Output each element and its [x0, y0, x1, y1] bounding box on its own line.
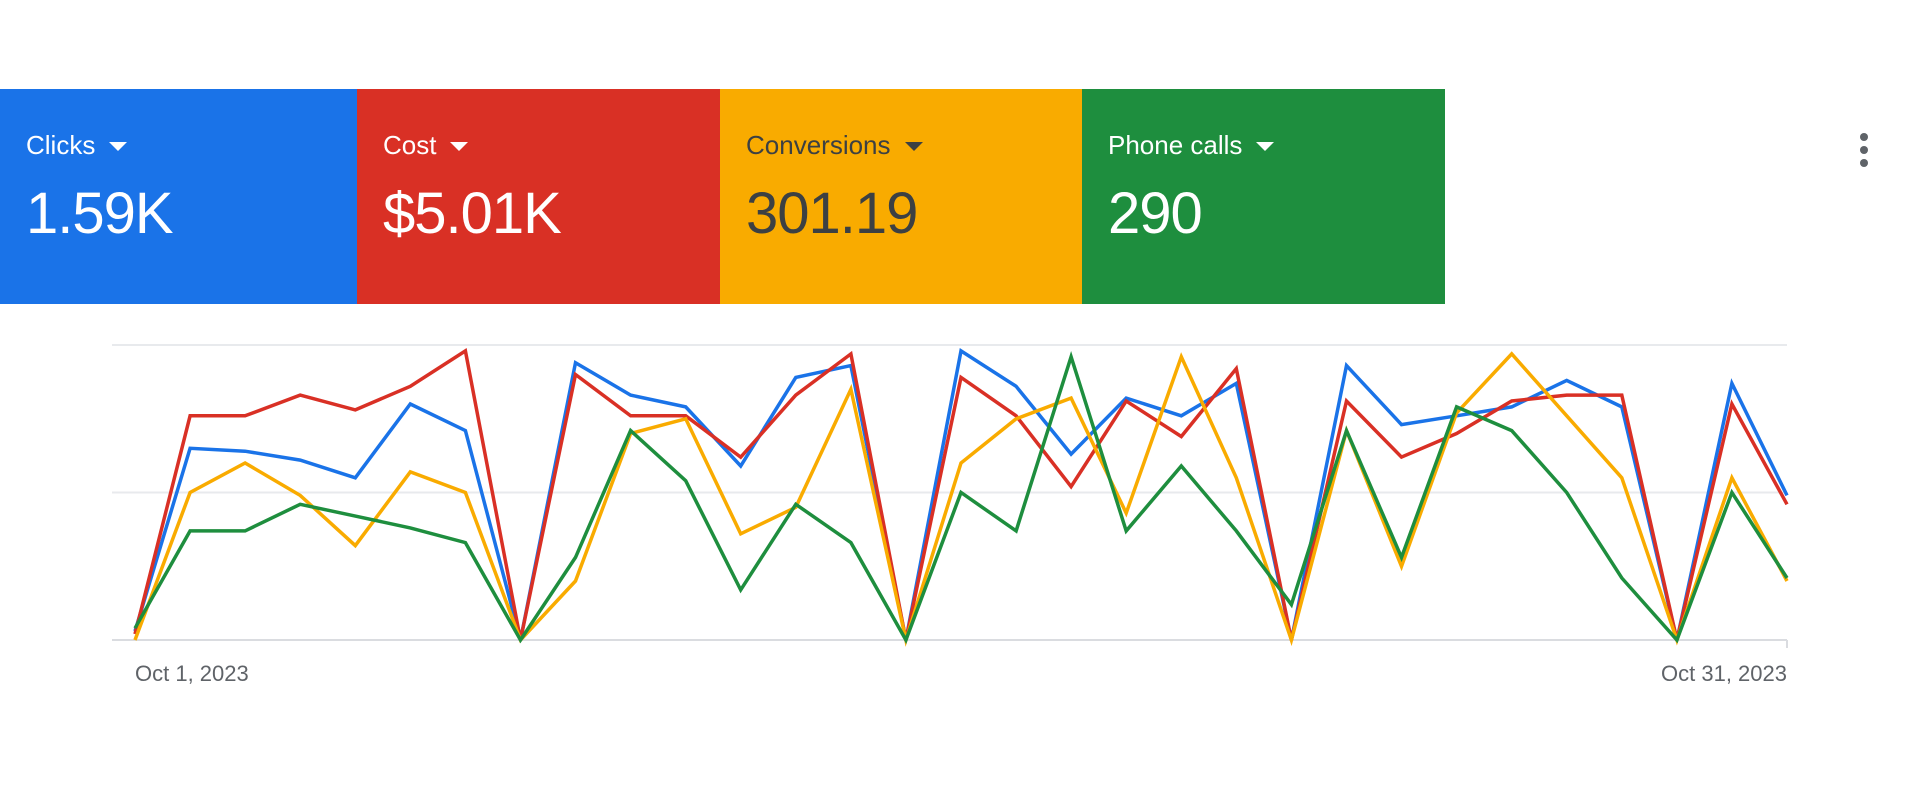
conversions-label: Conversions — [746, 130, 891, 160]
dropdown-arrow-icon — [109, 141, 128, 151]
cost-metric-selector[interactable]: Cost — [383, 129, 469, 161]
clicks-metric-selector[interactable]: Clicks — [26, 129, 128, 161]
series-line-2 — [133, 348, 1789, 641]
x-axis-start-label: Oct 1, 2023 — [135, 661, 249, 686]
cost-label: Cost — [383, 130, 437, 160]
scorecard-row: Clicks 1.59K Cost $5.01K Conversions 301… — [0, 89, 1445, 304]
conversions-scorecard[interactable]: Conversions 301.19 — [720, 89, 1082, 304]
cost-value: $5.01K — [383, 181, 562, 246]
phone-calls-value: 290 — [1108, 181, 1203, 246]
conversions-metric-selector[interactable]: Conversions — [746, 129, 923, 161]
phone-calls-metric-selector[interactable]: Phone calls — [1108, 129, 1275, 161]
clicks-label: Clicks — [26, 130, 96, 160]
clicks-value: 1.59K — [26, 181, 174, 246]
series-line-3 — [133, 351, 1789, 647]
chart-series — [133, 348, 1789, 647]
more-vert-icon-dot — [1860, 133, 1868, 141]
x-axis-end-label: Oct 31, 2023 — [1661, 661, 1787, 686]
cost-scorecard[interactable]: Cost $5.01K — [357, 89, 720, 304]
series-line-4 — [133, 350, 1789, 645]
clicks-scorecard[interactable]: Clicks 1.59K — [0, 89, 357, 304]
chart-gridlines — [112, 344, 1788, 648]
dropdown-arrow-icon — [904, 141, 923, 151]
dropdown-arrow-icon — [1256, 141, 1275, 151]
more-options-button[interactable] — [1846, 126, 1882, 174]
series-line-1 — [133, 348, 1789, 641]
phone-calls-scorecard[interactable]: Phone calls 290 — [1082, 89, 1445, 304]
dropdown-arrow-icon — [450, 141, 469, 151]
more-vert-icon-dot — [1860, 159, 1868, 167]
conversions-value: 301.19 — [746, 181, 918, 246]
phone-calls-label: Phone calls — [1108, 130, 1243, 160]
more-vert-icon-dot — [1860, 146, 1868, 154]
